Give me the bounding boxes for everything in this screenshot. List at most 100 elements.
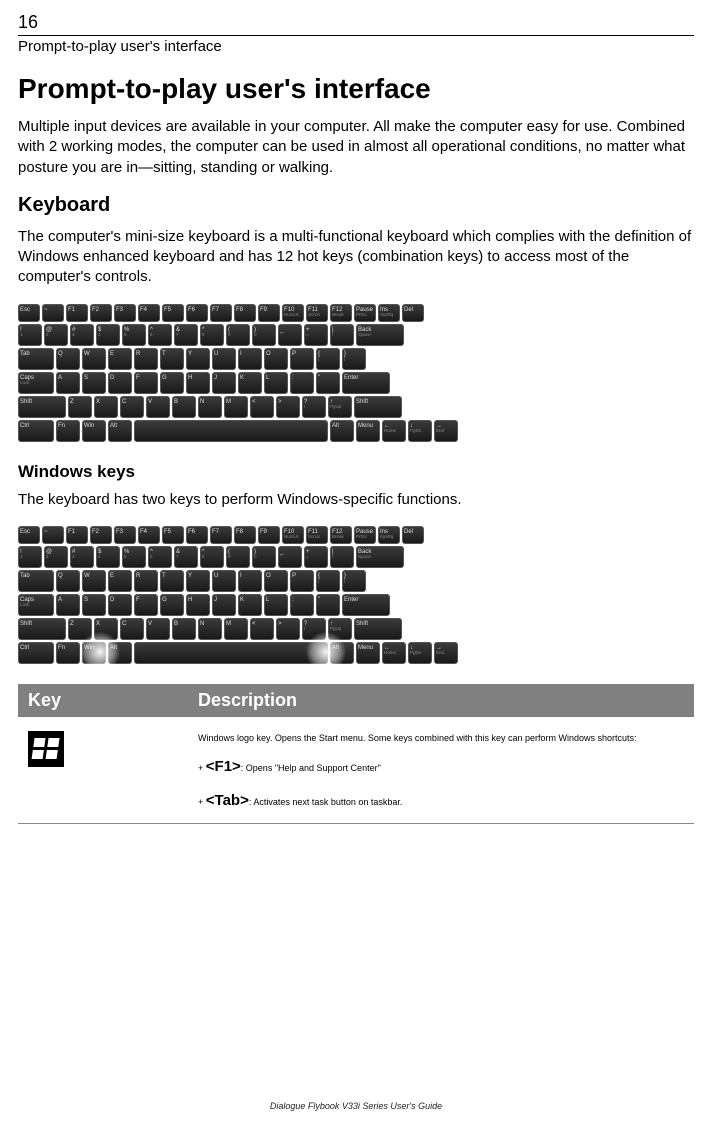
keyboard-key: CapsLock [18,594,54,616]
keyboard-key: &7 [174,324,198,346]
keyboard-key: O [264,570,288,592]
keyboard-key: M [224,396,248,418]
keyboard-key: S [82,372,106,394]
keyboard-key: F7 [210,526,232,544]
keyboard-key: Tab [18,570,54,592]
keyboard-key: )0 [252,546,276,568]
keyboard-key: }] [342,570,366,592]
keyboard-key: H [186,594,210,616]
keyboard-key: T [160,348,184,370]
page-footer: Dialogue Flybook V33i Series User's Guid… [0,1101,712,1111]
keyboard-key: F10NumLK [282,304,304,322]
keyboard-key: InsSysRq [378,304,400,322]
keyboard-key: →End [434,420,458,442]
keyboard-paragraph: The computer's mini-size keyboard is a m… [18,227,694,288]
keyboard-key: F11ScrLK [306,304,328,322]
keyboard-key: X [94,396,118,418]
keyboard-key: A [56,372,80,394]
keyboard-key: Q [56,348,80,370]
keyboard-key [134,642,328,664]
keyboard-key: ↑PgUp [328,618,352,640]
keyboard-key: !1 [18,546,42,568]
keyboard-key: F9 [258,304,280,322]
keyboard-key: B [172,618,196,640]
keyboard-key: K [238,372,262,394]
keyboard-key: Y [186,570,210,592]
keyboard-key: W [82,570,106,592]
keyboard-key: Tab [18,348,54,370]
windows-keys-paragraph: The keyboard has two keys to perform Win… [18,490,694,510]
shortcut-prefix: + [198,763,206,773]
keyboard-key: F8 [234,304,256,322]
keyboard-key: Y [186,348,210,370]
table-row: Windows logo key. Opens the Start menu. … [18,717,694,824]
keyboard-key: |\ [330,546,354,568]
keyboard-key: %5 [122,324,146,346]
keyboard-key: @2 [44,546,68,568]
keyboard-key: F7 [210,304,232,322]
shortcut-suffix: : Opens "Help and Support Center" [241,763,381,773]
keyboard-key: U [212,348,236,370]
keyboard-key: += [304,324,328,346]
keyboard-key: R [134,348,158,370]
keyboard-key: {[ [316,570,340,592]
keyboard-key: :; [290,594,314,616]
keyboard-key: #3 [70,546,94,568]
keyboard-key: I [238,348,262,370]
keyboard-key: Esc [18,526,40,544]
header-rule [18,35,694,36]
shortcut-f1: + <F1>: Opens "Help and Support Center" [198,755,684,779]
keyboard-key: ^6 [148,324,172,346]
windows-keys-heading: Windows keys [18,462,694,482]
keyboard-key: R [134,570,158,592]
keyboard-key: BackSpace [356,546,404,568]
keyboard-key: ↓PgDn [408,642,432,664]
keyboard-key: G [160,594,184,616]
keyboard-key: F4 [138,304,160,322]
keyboard-key: Alt [108,420,132,442]
keyboard-key: F12Break [330,304,352,322]
keyboard-key: U [212,570,236,592]
keyboard-key: B [172,396,196,418]
keyboard-key: K [238,594,262,616]
keyboard-key [134,420,328,442]
keyboard-key: F12Break [330,526,352,544]
keyboard-key: A [56,594,80,616]
shortcut-key-label: <F1> [206,758,241,775]
keyboard-key: += [304,546,328,568]
keyboard-key: :; [290,372,314,394]
keyboard-key: C [120,618,144,640]
keyboard-key: <, [250,618,274,640]
keyboard-key: F1 [66,526,88,544]
keyboard-key: >. [276,396,300,418]
keyboard-key: Q [56,570,80,592]
header-subtitle: Prompt-to-play user's interface [18,38,694,55]
keyboard-heading: Keyboard [18,194,694,217]
keyboard-key: N [198,618,222,640]
keyboard-key: P [290,348,314,370]
keyboard-key: D [108,372,132,394]
keyboard-key: F8 [234,526,256,544]
keyboard-key: E [108,348,132,370]
keyboard-key: _- [278,324,302,346]
keyboard-key: F3 [114,526,136,544]
keyboard-key: J [212,594,236,616]
keyboard-key: X [94,618,118,640]
keyboard-key: G [160,372,184,394]
keyboard-key: %5 [122,546,146,568]
keyboard-key: F1 [66,304,88,322]
keyboard-key: T [160,570,184,592]
keyboard-key: N [198,396,222,418]
keyboard-key: ~ [42,526,64,544]
table-cell-key [28,731,198,772]
keyboard-key: CapsLock [18,372,54,394]
keyboard-key: Shift [354,396,402,418]
description-line-1: Windows logo key. Opens the Start menu. … [198,731,684,745]
keyboard-key: PausePrtSc [354,526,376,544]
shortcut-prefix: + [198,797,206,807]
table-header-description: Description [198,690,684,711]
keyboard-key: Menu [356,420,380,442]
keyboard-key: Ctrl [18,642,54,664]
keyboard-key: *8 [200,324,224,346]
keyboard-key: H [186,372,210,394]
